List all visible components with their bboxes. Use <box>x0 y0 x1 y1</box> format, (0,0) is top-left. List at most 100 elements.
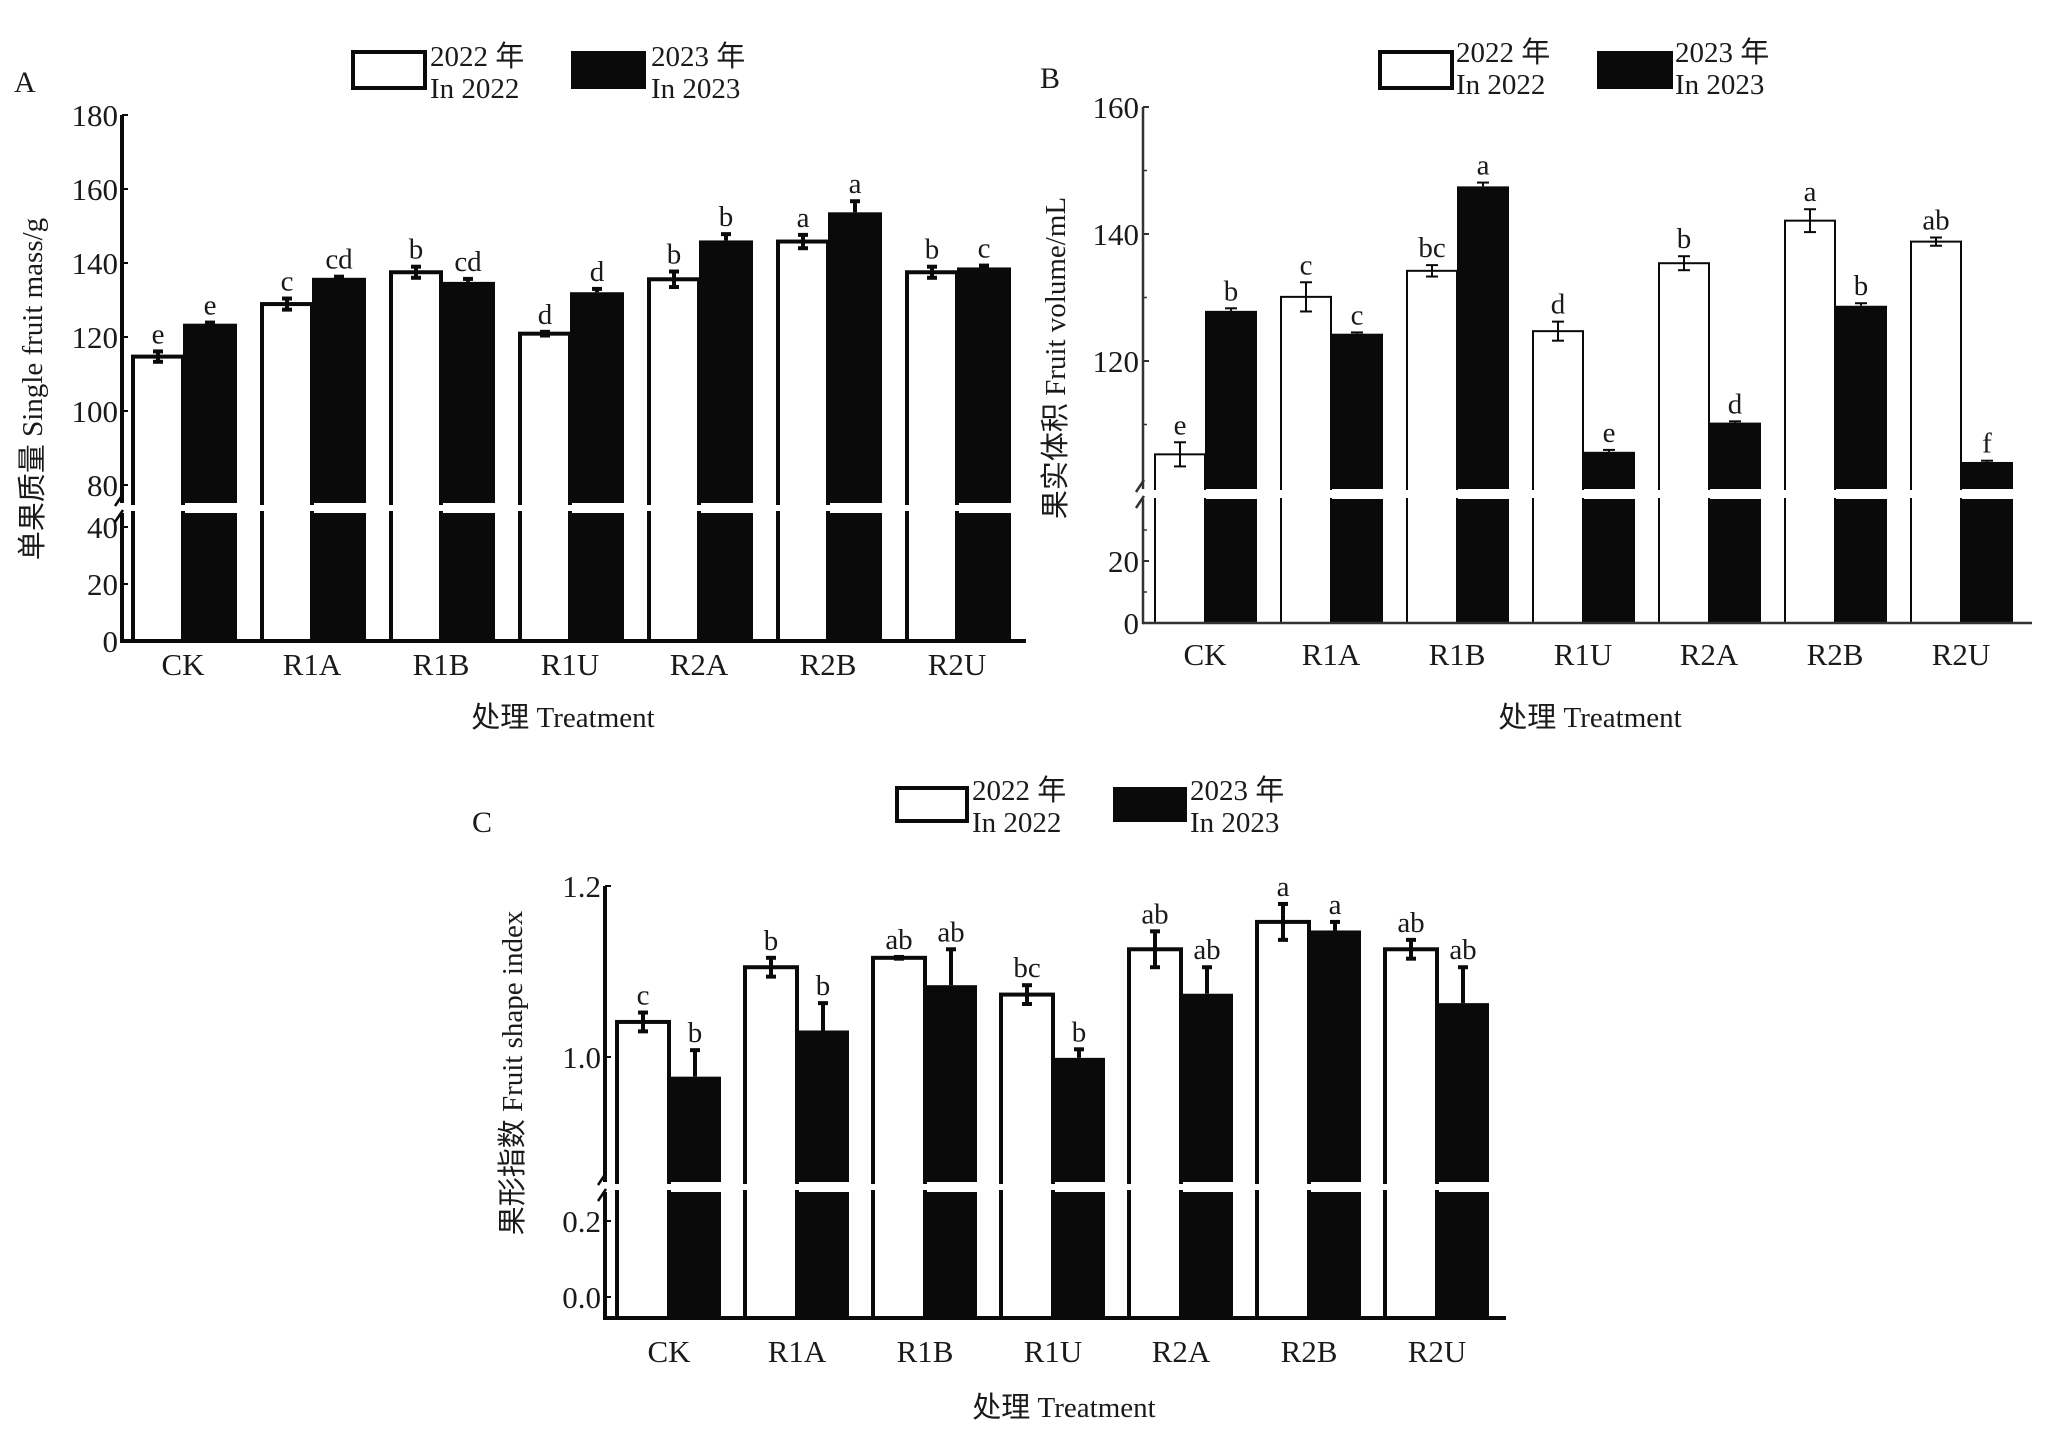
legend-label-2022-en: In 2022 <box>1456 69 1545 101</box>
bar-2023-R2U-lower <box>1961 499 2013 623</box>
bar-2022-R2U-lower <box>905 511 959 643</box>
x-tick-labels: CK R1A R1B R1U R2A R2B R2U <box>1183 637 1990 672</box>
significance-letter: c <box>1351 299 1364 331</box>
bar-2023-R2A-lower <box>1709 499 1761 623</box>
x-tick-label: R2B <box>1807 637 1864 672</box>
bar-2023-R1A-upper <box>1331 333 1383 489</box>
significance-letter: bc <box>1418 232 1445 264</box>
bar-break-mask <box>1003 1189 1051 1195</box>
x-tick-label: R2A <box>1680 637 1739 672</box>
significance-letter: b <box>667 239 682 271</box>
x-tick-label: R2U <box>1408 1334 1467 1369</box>
legend-label-2022-cn: 2022 年 <box>1456 36 1550 69</box>
bar-2023-R1A-lower <box>312 513 366 641</box>
bar-break-mask <box>264 510 310 516</box>
bar-break-mask <box>1131 1179 1179 1185</box>
bar-2023-R2U-lower <box>957 513 1011 641</box>
significance-letter: c <box>1300 249 1313 281</box>
bar-2023-R1B-upper <box>1457 186 1509 489</box>
bar-2023-CK-upper <box>669 1076 721 1182</box>
bar-2023-R2B-upper <box>828 212 882 503</box>
bar-2022-CK-lower <box>1154 498 1206 624</box>
legend-label-2022-en: In 2022 <box>972 807 1061 839</box>
bar-2023-R2U-lower <box>1437 1192 1489 1318</box>
bar-2023-CK-upper <box>183 323 237 503</box>
y-tick-label: 120 <box>72 320 119 355</box>
bar-2022-R1B-lower <box>1406 498 1458 624</box>
bar-2023-R2B-lower <box>1835 499 1887 623</box>
y-tick-label: 0.2 <box>562 1204 601 1239</box>
significance-letter: b <box>764 925 779 957</box>
bar-2022-R2A-upper <box>1658 262 1710 490</box>
bar-break-mask <box>1408 487 1456 491</box>
bar-2023-R1U-lower <box>570 513 624 641</box>
legend: 2022 年 In 2022 2023 年 In 2023 <box>351 40 745 105</box>
bar-2022-R1A-lower <box>743 1190 799 1320</box>
x-tick-label: R2A <box>1152 1334 1211 1369</box>
legend-label-2023-en: In 2023 <box>1190 807 1279 839</box>
bar-break-mask <box>1786 497 1834 501</box>
bar-2022-R1U-lower <box>518 511 572 643</box>
bar-break-mask <box>651 500 697 506</box>
bar-break-mask <box>264 500 310 506</box>
bar-2023-R2B-upper <box>1309 930 1361 1182</box>
x-tick-label: R2B <box>1281 1334 1338 1369</box>
bar-2023-R2B-lower <box>1309 1192 1361 1318</box>
significance-letter: ab <box>1141 898 1168 930</box>
x-tick-label: R1B <box>1429 637 1486 672</box>
bar-2023-R1B-lower <box>1457 499 1509 623</box>
legend-swatch-2023 <box>1597 51 1673 89</box>
bar-2023-R2A-upper <box>1181 993 1233 1182</box>
bar-break-mask <box>909 510 955 516</box>
bar-2022-CK-upper <box>615 1019 671 1184</box>
bar-break-mask <box>619 1189 667 1195</box>
bar-2022-R1U-lower <box>1532 498 1584 624</box>
significance-letter: e <box>204 290 217 322</box>
x-tick-label: CK <box>161 647 205 682</box>
bar-2022-CK-lower <box>131 511 185 643</box>
significance-letter: b <box>1224 275 1239 307</box>
panel-label: B <box>1040 62 1060 95</box>
bar-2023-R1U-upper <box>1583 451 1635 489</box>
bar-2022-R2A-lower <box>1127 1190 1183 1320</box>
significance-letter: e <box>1174 409 1187 441</box>
significance-letter: b <box>409 234 424 266</box>
bar-2023-R1B-lower <box>441 513 495 641</box>
bar-2023-R2A-lower <box>1181 1192 1233 1318</box>
bar-break-mask <box>1534 487 1582 491</box>
bar-2022-R2B-upper <box>1784 219 1836 490</box>
bar-2022-CK-lower <box>615 1190 671 1320</box>
bar-2022-R1U-upper <box>518 331 572 506</box>
x-tick-label: R1A <box>768 1334 827 1369</box>
significance-letter: ab <box>937 916 964 948</box>
significance-letter: b <box>1854 270 1869 302</box>
x-tick-label: R2A <box>670 647 729 682</box>
bar-2022-R2B-upper <box>1255 919 1311 1184</box>
bar-2023-CK-lower <box>1205 499 1257 623</box>
bar-break-mask <box>1131 1189 1179 1195</box>
bar-break-mask <box>1387 1189 1435 1195</box>
bar-break-mask <box>393 500 439 506</box>
x-tick-label: CK <box>647 1334 691 1369</box>
y-tick-label: 0 <box>1124 606 1140 641</box>
y-tick-label: 160 <box>72 172 119 207</box>
bar-break-mask <box>651 510 697 516</box>
y-ticks-upper: 1.0 1.2 <box>562 869 611 1075</box>
y-ticks-lower: 0 20 40 <box>87 510 128 659</box>
legend-swatch-2022 <box>351 50 427 90</box>
bar-2023-R2A-upper <box>1709 422 1761 489</box>
y-ticks-lower: 0.0 0.2 <box>562 1204 611 1315</box>
significance-letter: b <box>719 201 734 233</box>
legend-swatch-2022 <box>895 786 969 823</box>
bar-break-mask <box>522 510 568 516</box>
bar-2022-R2B-lower <box>1784 498 1836 624</box>
y-tick-label: 0.0 <box>562 1280 601 1315</box>
bar-break-mask <box>135 500 181 506</box>
bar-2023-CK-lower <box>669 1192 721 1318</box>
significance-letter: a <box>1329 889 1342 921</box>
panel-c: C 2022 年 In 2022 2023 年 In 2023 果形指数 Fru… <box>472 774 1506 1424</box>
y-tick-label: 140 <box>1093 217 1140 252</box>
x-tick-label: R2B <box>800 647 857 682</box>
